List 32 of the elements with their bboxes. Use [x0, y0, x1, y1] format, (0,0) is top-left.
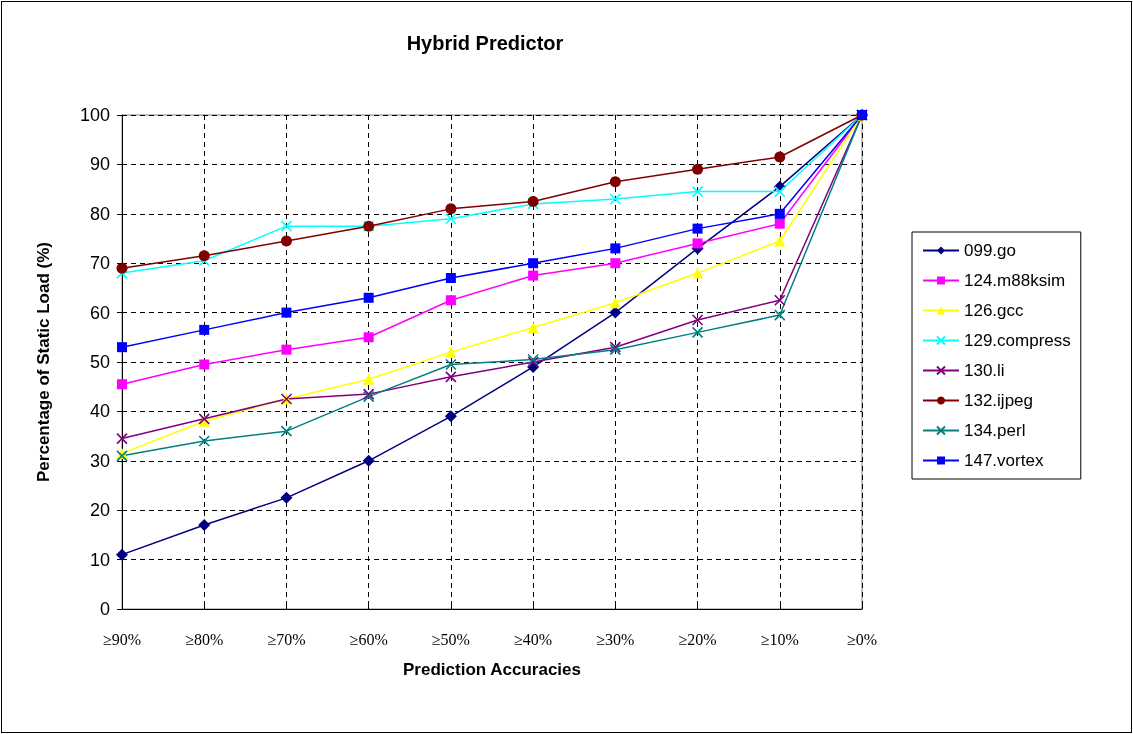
legend-label: 099.go — [964, 241, 1016, 260]
y-tick-label: 20 — [89, 500, 110, 521]
chart-title: Hybrid Predictor — [406, 32, 564, 54]
y-tick-label: 0 — [99, 599, 110, 619]
x-tick-label: ≥70% — [267, 630, 306, 648]
x-tick-label: ≥90% — [102, 630, 142, 648]
legend-label: 134.perl — [964, 421, 1026, 440]
x-tick-label: ≥20% — [678, 630, 717, 648]
legend-label: 130.li — [964, 361, 1005, 380]
y-tick-label: 50 — [89, 352, 110, 372]
y-tick-label: 60 — [89, 302, 110, 323]
x-tick-label: ≥10% — [760, 630, 799, 648]
x-axis-title: Prediction Accuracies — [403, 660, 581, 679]
legend-label: 124.m88ksim — [964, 271, 1066, 290]
x-tick-label: ≥60% — [349, 630, 388, 648]
y-tick-label: 80 — [89, 203, 110, 224]
x-tick-label: ≥30% — [596, 630, 635, 648]
y-tick-label: 90 — [89, 154, 110, 175]
x-tick-label: ≥40% — [514, 630, 553, 648]
legend-label: 129.compress — [964, 331, 1071, 350]
y-tick-label: 40 — [89, 401, 110, 422]
y-tick-label: 100 — [79, 105, 110, 125]
x-tick-label: ≥0% — [846, 630, 878, 648]
y-tick-label: 10 — [89, 549, 110, 570]
x-tick-label: ≥80% — [185, 630, 224, 648]
y-axis-title: Percentage of Static Load (%) — [34, 242, 53, 482]
y-tick-label: 70 — [89, 253, 110, 274]
x-tick-label: ≥50% — [431, 630, 470, 648]
y-tick-label: 30 — [89, 450, 110, 471]
legend-label: 132.ijpeg — [964, 391, 1034, 410]
legend-label: 126.gcc — [964, 301, 1025, 320]
legend-label: 147.vortex — [964, 451, 1044, 470]
